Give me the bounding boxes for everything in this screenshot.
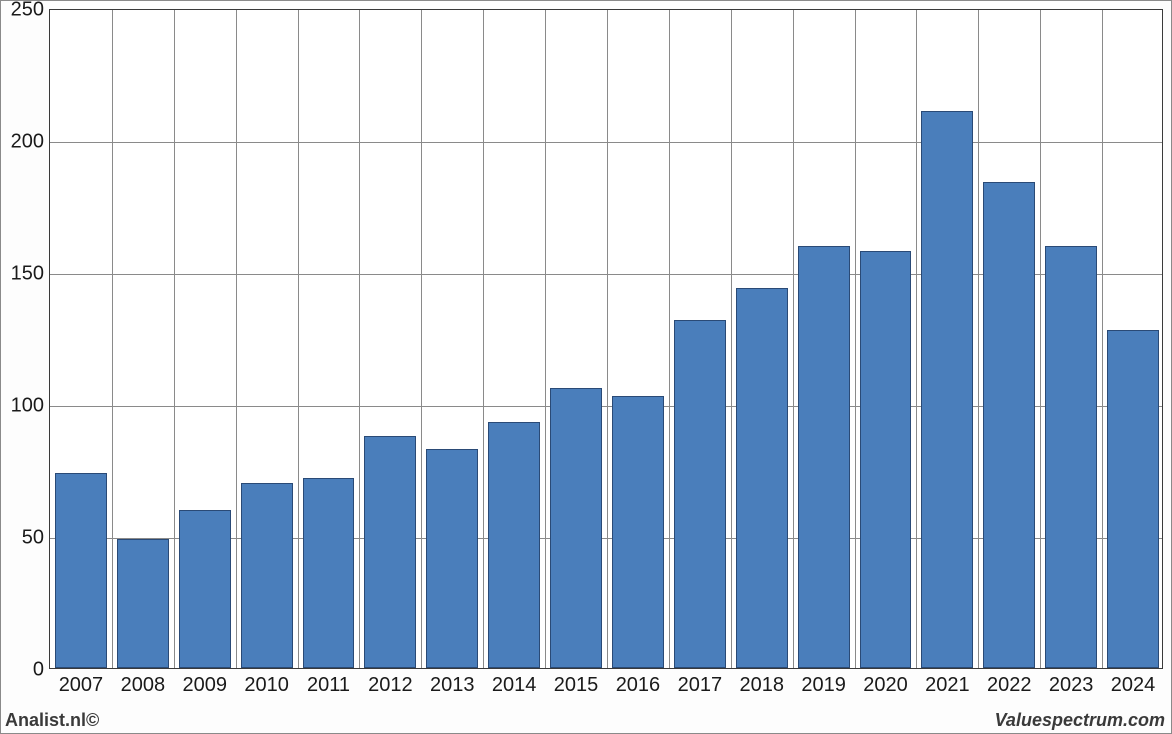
bar — [921, 111, 973, 668]
gridline-vertical — [298, 10, 299, 668]
gridline-vertical — [545, 10, 546, 668]
footer-credit-right: Valuespectrum.com — [995, 710, 1165, 731]
x-axis-label: 2017 — [678, 674, 723, 697]
gridline-horizontal — [50, 142, 1162, 143]
gridline-vertical — [483, 10, 484, 668]
gridline-vertical — [236, 10, 237, 668]
bar — [736, 288, 788, 668]
y-axis-label: 50 — [22, 527, 44, 550]
gridline-vertical — [174, 10, 175, 668]
footer-credit-left: Analist.nl© — [5, 710, 99, 731]
x-axis-label: 2019 — [801, 674, 846, 697]
x-axis-label: 2021 — [925, 674, 970, 697]
gridline-vertical — [607, 10, 608, 668]
gridline-vertical — [731, 10, 732, 668]
gridline-vertical — [359, 10, 360, 668]
bar — [983, 182, 1035, 668]
gridline-vertical — [421, 10, 422, 668]
gridline-vertical — [1102, 10, 1103, 668]
bar — [1107, 330, 1159, 668]
x-axis-label: 2013 — [430, 674, 475, 697]
bar — [364, 436, 416, 668]
x-axis-label: 2020 — [863, 674, 908, 697]
gridline-vertical — [793, 10, 794, 668]
gridline-vertical — [112, 10, 113, 668]
bar — [55, 473, 107, 668]
bar — [860, 251, 912, 668]
x-axis-label: 2015 — [554, 674, 599, 697]
bar — [426, 449, 478, 668]
x-axis-label: 2012 — [368, 674, 413, 697]
bar — [674, 320, 726, 668]
chart-frame: 0 50 100 150 200 250 2007 2008 2009 2010 2011 2012 2… — [0, 0, 1172, 734]
x-axis-label: 2011 — [307, 674, 350, 697]
plot-area: 0501001502002502007200820092010201120122… — [49, 9, 1163, 669]
bar — [798, 246, 850, 668]
bar — [488, 422, 540, 668]
gridline-vertical — [916, 10, 917, 668]
x-axis-label: 2024 — [1111, 674, 1156, 697]
x-axis-label: 2010 — [244, 674, 289, 697]
bar — [179, 510, 231, 668]
x-axis-label: 2009 — [182, 674, 227, 697]
bar — [303, 478, 355, 668]
y-axis-label: 0 — [33, 659, 44, 682]
bar — [550, 388, 602, 668]
bar — [1045, 246, 1097, 668]
x-axis-label: 2016 — [616, 674, 661, 697]
x-axis-label: 2007 — [59, 674, 104, 697]
bar — [241, 483, 293, 668]
x-axis-label: 2023 — [1049, 674, 1094, 697]
bar — [117, 539, 169, 668]
bar — [612, 396, 664, 668]
y-axis-label: 250 — [11, 0, 44, 22]
gridline-vertical — [669, 10, 670, 668]
gridline-vertical — [855, 10, 856, 668]
x-axis-label: 2008 — [121, 674, 166, 697]
x-axis-label: 2018 — [739, 674, 784, 697]
x-axis-label: 2022 — [987, 674, 1032, 697]
y-axis-label: 150 — [11, 263, 44, 286]
x-axis-label: 2014 — [492, 674, 537, 697]
gridline-vertical — [978, 10, 979, 668]
y-axis-label: 100 — [11, 395, 44, 418]
y-axis-label: 200 — [11, 131, 44, 154]
gridline-vertical — [1040, 10, 1041, 668]
